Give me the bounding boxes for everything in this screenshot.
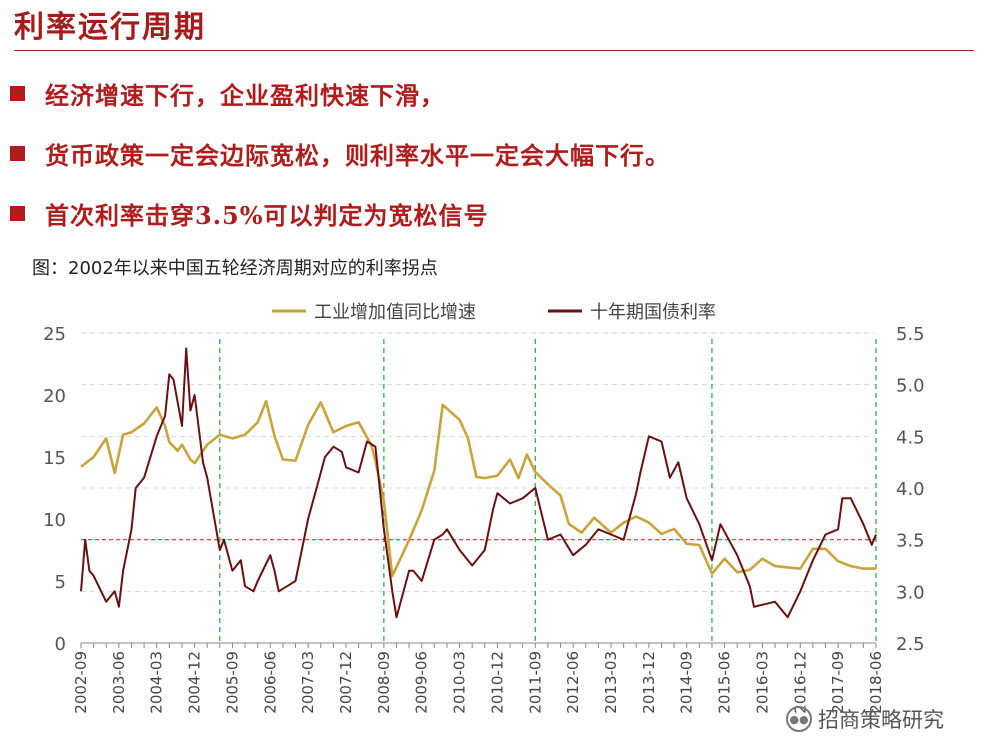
x-tick-label: 2015-06 [716,651,734,714]
bullet-square-icon [10,146,25,161]
bullet-point: 首次利率击穿3.5%可以判定为宽松信号 [10,196,489,231]
y-right-tick-label: 4.0 [896,479,925,500]
x-tick-label: 2016-03 [753,651,771,714]
axis-layer: 0 5 10 15 20 25 2.5 3.0 3.5 4.0 4.5 5.0 5.5 2002-09 20… [43,324,925,714]
x-tick-label: 2010-12 [488,651,506,714]
watermark: ●● 招商策略研究 [786,704,944,734]
y-right-tick-label: 5.0 [896,376,925,397]
bullet-point: 经济增速下行，企业盈利快速下滑， [10,76,445,111]
x-tick-label: 2005-09 [223,651,241,714]
legend-label: 工业增加值同比增速 [314,302,476,323]
legend: 工业增加值同比增速 十年期国债利率 [272,302,716,323]
slide-title: 利率运行周期 [14,10,206,45]
wechat-icon: ●● [786,706,812,732]
y-left-tick-label: 5 [55,572,66,593]
reference-layer [81,339,877,643]
figure-caption: 图：2002年以来中国五轮经济周期对应的利率拐点 [32,258,438,279]
y-right-tick-label: 3.5 [896,531,925,552]
y-left-tick-label: 25 [43,324,66,345]
x-tick-label: 2014-09 [678,651,696,714]
x-tick-label: 2003-06 [110,651,128,714]
bullet-text: 经济增速下行，企业盈利快速下滑， [45,81,445,110]
watermark-text: 招商策略研究 [818,708,944,732]
x-tick-label: 2013-03 [602,651,620,714]
x-tick-label: 2007-03 [299,651,317,714]
series-line-10y-bond-yield [80,347,877,619]
x-tick-label: 2016-12 [791,651,809,714]
y-right-tick-label: 2.5 [896,634,925,655]
x-tick-label: 2004-12 [186,651,204,714]
x-tick-label: 2018-06 [867,651,885,714]
series-layer [80,347,877,619]
x-tick-label: 2011-09 [526,651,544,714]
y-right-tick-label: 5.5 [896,324,925,345]
bullet-point: 货币政策一定会边际宽松，则利率水平一定会大幅下行。 [10,136,670,171]
series-line-industrial-growth [80,399,876,578]
grid-layer [81,332,876,644]
bullet-square-icon [10,86,25,101]
x-tick-label: 2013-12 [640,651,658,714]
bullet-square-icon [10,206,25,221]
bullet-text: 首次利率击穿3.5%可以判定为宽松信号 [45,201,489,230]
title-divider [14,50,974,51]
x-tick-label: 2007-12 [337,651,355,714]
y-right-tick-label: 3.0 [896,582,925,603]
x-tick-label: 2017-09 [829,651,847,714]
y-left-tick-label: 10 [43,510,66,531]
x-tick-label: 2006-06 [261,651,279,714]
bullet-text: 货币政策一定会边际宽松，则利率水平一定会大幅下行。 [45,141,670,170]
x-tick-label: 2002-09 [72,651,90,714]
y-left-tick-label: 20 [43,386,66,407]
y-left-tick-label: 15 [43,448,66,469]
x-tick-label: 2010-03 [451,651,469,714]
x-tick-label: 2008-09 [375,651,393,714]
legend-label: 十年期国债利率 [590,302,716,323]
y-right-tick-label: 4.5 [896,427,925,448]
y-left-tick-label: 0 [55,634,66,655]
x-tick-label: 2009-06 [413,651,431,714]
x-tick-label: 2004-03 [148,651,166,714]
x-tick-label: 2012-06 [564,651,582,714]
